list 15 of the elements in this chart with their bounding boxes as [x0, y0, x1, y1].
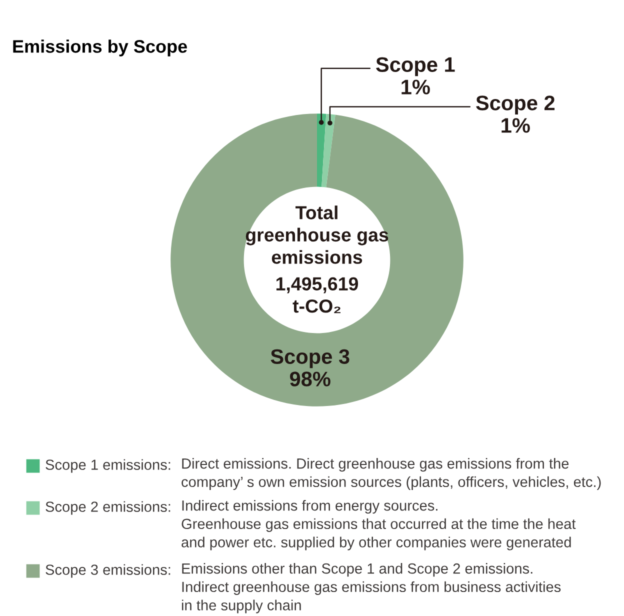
text: Scope 2 emissions: Indirect emissions from energy sources. Greenhouse gas emissions that occurred at the time the heat and power etc. supplied by other companies were generated: [46, 500, 576, 550]
data-label: 98%: [290, 372, 330, 386]
donut-slice: [170, 114, 464, 406]
data-label: 1%: [402, 80, 430, 94]
data-label: 1%: [502, 118, 530, 133]
chart-title: Emissions by Scope: [13, 40, 187, 56]
text: 1,495,619 t-CO₂: [276, 277, 358, 314]
donut-slice: [322, 114, 336, 188]
text: Total greenhouse gas emissions: [246, 206, 388, 264]
text: Scope 3 emissions: Emissions other than Scope 1 and Scope 2 emissions. Indirect greenhouse gas emissions from business activities in the supply chain: [46, 563, 561, 614]
donut-slice: [317, 114, 326, 187]
text: Scope 1 emissions: Direct emissions. Direct greenhouse gas emissions from the company’ s own emission sources (plants, officers, vehicles, etc.): [46, 458, 601, 490]
slice-label: Scope 2: [476, 96, 555, 114]
slice-label: Scope 3: [270, 349, 350, 368]
slice-label: Scope 1: [376, 57, 455, 76]
